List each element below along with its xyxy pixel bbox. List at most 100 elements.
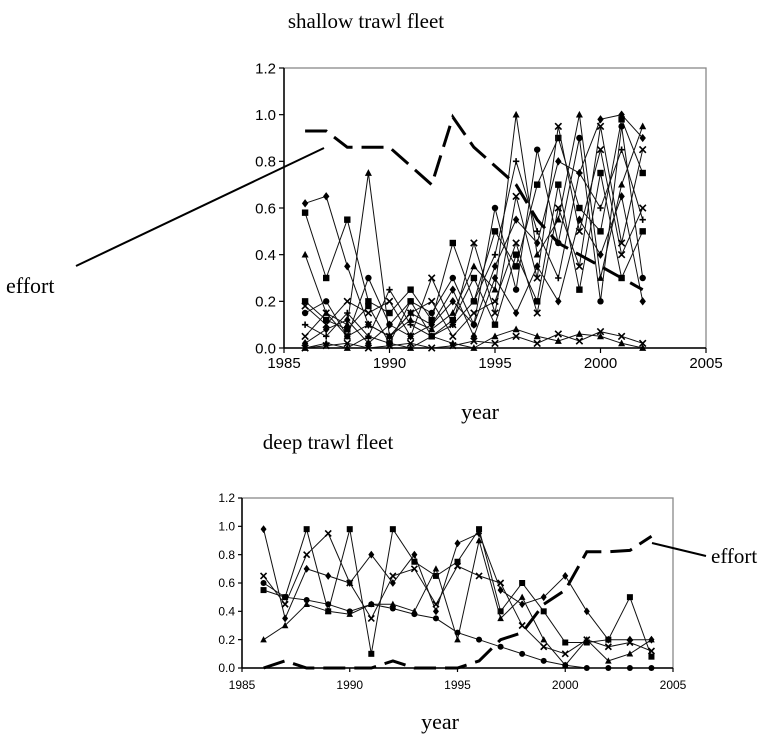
series-5-point — [368, 601, 375, 608]
series-2-point — [497, 608, 504, 615]
series-9-point — [555, 181, 562, 188]
series-6-point — [639, 216, 646, 223]
series-10-point — [470, 344, 478, 351]
series-4-point — [554, 122, 563, 131]
x-tick-label: 2000 — [584, 355, 617, 372]
series-1-point — [562, 572, 569, 580]
series-5-point — [512, 286, 520, 293]
series-2-point — [626, 594, 633, 601]
series-4-point — [561, 650, 569, 658]
series-8-point — [618, 192, 625, 201]
series-6-point — [534, 228, 541, 235]
series-1-point — [389, 579, 396, 587]
series-9-point — [597, 169, 604, 177]
series-11-point — [554, 330, 563, 338]
series-5-point — [260, 580, 267, 586]
y-tick-label: 0.0 — [218, 661, 235, 675]
series-1-point — [497, 586, 504, 594]
series-6-point — [491, 251, 499, 258]
series-4-point — [389, 572, 397, 580]
series-5-point — [597, 298, 604, 305]
series-11-point — [491, 339, 499, 348]
y-tick-label: 0.0 — [255, 340, 276, 357]
series-3-point — [432, 565, 440, 572]
series-8-point — [428, 320, 435, 329]
series-1-point — [519, 600, 526, 609]
series-3-point — [364, 169, 372, 176]
series-3-point — [301, 250, 309, 258]
series-3-point — [639, 122, 647, 130]
series-6-point — [618, 146, 625, 153]
series-6-point — [597, 204, 604, 212]
series-2-point — [386, 309, 393, 317]
series-4-point — [324, 529, 332, 537]
series-11-point — [617, 332, 626, 341]
series-4-point — [512, 192, 520, 201]
x-tick-label: 1985 — [229, 678, 256, 692]
series-3-point — [512, 110, 520, 118]
series-2-point — [301, 209, 309, 216]
series-10-point — [512, 325, 520, 333]
series-4-point — [367, 614, 375, 622]
series-1-point — [583, 607, 590, 616]
series-4-point — [453, 562, 462, 570]
series-4-point — [432, 600, 440, 608]
series-6-point — [576, 169, 583, 177]
series-5-point — [323, 298, 330, 305]
series-2-point — [540, 608, 547, 615]
series-2-point — [597, 228, 604, 235]
series-7-line — [304, 126, 644, 338]
series-1-point — [282, 614, 289, 623]
series-6-point — [301, 321, 309, 328]
series-1-point — [534, 238, 541, 248]
series-4-point — [596, 145, 605, 154]
series-3-point — [260, 636, 267, 643]
series-5-point — [411, 611, 418, 618]
series-5-point — [454, 629, 461, 636]
series-1-point — [555, 157, 562, 166]
shallow-x-ticks: 1985 1990 1995 2000 2005 — [267, 348, 723, 372]
deep-x-axis-label: year — [421, 709, 460, 734]
shallow-effort-label: effort — [6, 273, 54, 298]
series-5-point — [534, 146, 541, 153]
series-11-point — [385, 341, 394, 350]
series-2-point — [407, 286, 414, 293]
series-11-point — [638, 339, 647, 348]
series-5-point — [491, 204, 499, 212]
series-8-point — [344, 315, 351, 325]
series-1-point — [491, 262, 499, 271]
series-4-point — [427, 274, 436, 282]
x-tick-label: 1990 — [373, 355, 406, 372]
series-9-point — [534, 298, 541, 305]
series-5-line — [263, 582, 652, 669]
series-2-point — [576, 204, 583, 212]
y-tick-label: 1.2 — [255, 60, 276, 77]
series-1-point — [301, 199, 309, 208]
series-9-point — [407, 298, 414, 305]
y-tick-label: 0.2 — [218, 633, 235, 647]
series-2-point — [512, 263, 520, 270]
series-7-point — [575, 262, 584, 271]
series-8-point — [639, 297, 646, 306]
x-tick-label: 1985 — [267, 355, 300, 372]
series-8-point — [576, 215, 583, 224]
series-4-point — [497, 579, 505, 587]
series-9-point — [512, 251, 520, 258]
series-8-point — [597, 250, 604, 259]
series-1-point — [344, 262, 351, 271]
series-4-point — [470, 239, 478, 247]
series-5-point — [470, 321, 478, 328]
y-tick-label: 0.4 — [218, 605, 235, 619]
series-3-point — [605, 657, 612, 664]
x-tick-label: 1995 — [478, 355, 511, 372]
series-6-point — [323, 333, 330, 340]
series-2-point — [583, 639, 590, 646]
series-4-point — [617, 250, 626, 259]
x-tick-label: 1995 — [444, 678, 471, 692]
series-1-point — [303, 564, 310, 573]
shallow-x-axis-label: year — [461, 399, 500, 424]
series-6-point — [344, 309, 351, 317]
y-tick-label: 0.8 — [255, 154, 276, 171]
series-4 — [259, 529, 656, 658]
